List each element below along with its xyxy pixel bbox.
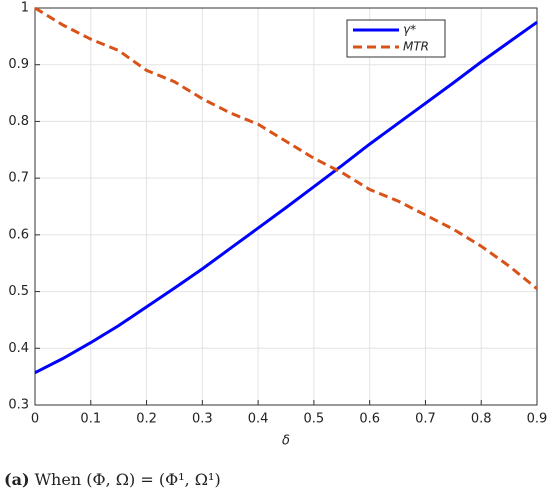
- caption-text: When (Φ, Ω) = (Φ¹, Ω¹): [35, 470, 221, 489]
- caption-label: (a): [4, 470, 30, 489]
- y-tick-label: 0.8: [8, 114, 29, 129]
- series-line: [34, 6, 538, 290]
- x-tick-label: 0.4: [248, 412, 269, 427]
- x-tick-label: 0.3: [192, 412, 213, 427]
- x-tick-label: 0.9: [527, 412, 548, 427]
- y-tick-label: 0.9: [8, 57, 29, 72]
- y-tick-label: 0.4: [8, 341, 29, 356]
- x-tick-label: 0.1: [80, 412, 101, 427]
- plot-frame: [34, 7, 538, 406]
- x-tick-label: 0.6: [359, 412, 380, 427]
- legend-label: MTR: [403, 40, 429, 54]
- x-tick-label: 0.2: [136, 412, 157, 427]
- legend-label: γ*: [403, 23, 416, 37]
- y-tick-label: 0.6: [8, 227, 29, 242]
- legend: [346, 19, 446, 58]
- y-tick-label: 0.3: [8, 398, 29, 413]
- y-tick-label: 1: [21, 1, 29, 16]
- x-tick-label: 0.7: [415, 412, 436, 427]
- x-tick-label: 0.8: [471, 412, 492, 427]
- x-axis-label: δ: [282, 434, 290, 449]
- x-tick-label: 0: [31, 412, 39, 427]
- y-tick-label: 0.7: [8, 171, 29, 186]
- series-line: [34, 20, 538, 375]
- y-tick-label: 0.5: [8, 284, 29, 299]
- caption: (a) When (Φ, Ω) = (Φ¹, Ω¹): [4, 470, 221, 489]
- x-tick-label: 0.5: [304, 412, 325, 427]
